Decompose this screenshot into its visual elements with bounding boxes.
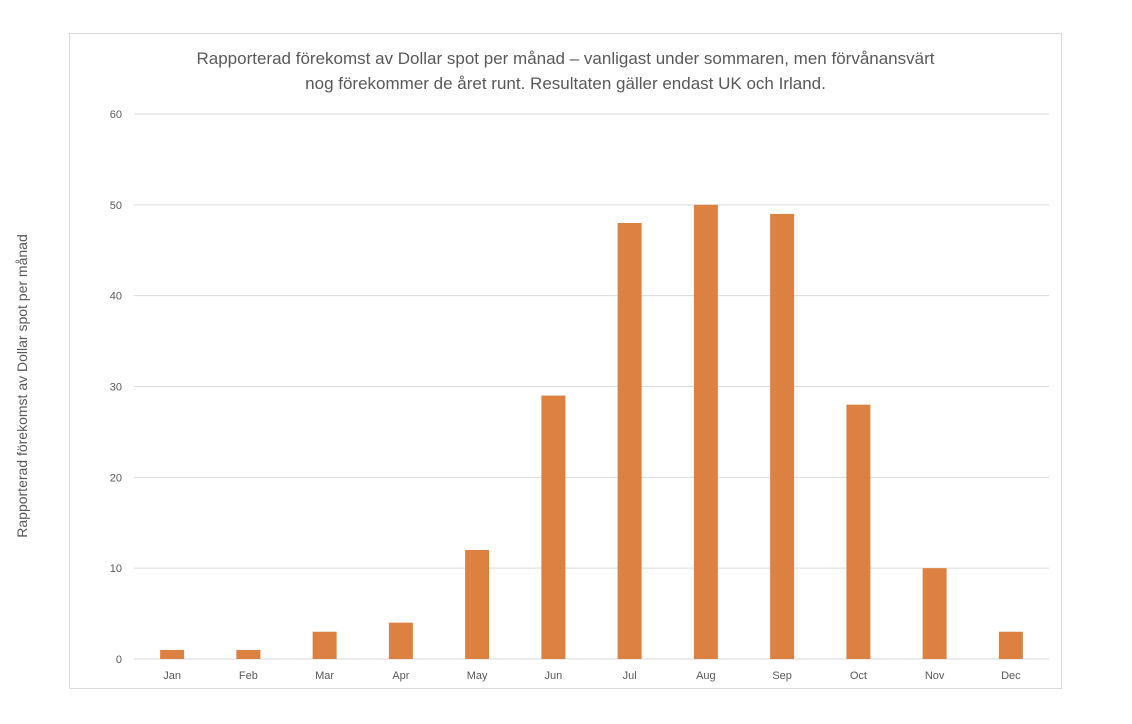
chart-title-line-2: nog förekommer de året runt. Resultaten … [305, 74, 826, 93]
x-tick-label-may: May [467, 670, 488, 682]
bar-jun [541, 395, 566, 659]
bar-oct [846, 404, 871, 659]
bar-sep [770, 213, 795, 659]
x-tick-label-nov: Nov [925, 670, 945, 682]
x-tick-label-jun: Jun [545, 670, 563, 682]
x-tick-label-jul: Jul [623, 670, 637, 682]
bar-jul [617, 223, 642, 659]
x-tick-label-feb: Feb [239, 670, 258, 682]
bar-nov [922, 568, 947, 659]
chart-title-line-1: Rapporterad förekomst av Dollar spot per… [196, 49, 935, 68]
x-tick-label-aug: Aug [696, 670, 716, 682]
bar-aug [693, 204, 718, 660]
bars [160, 204, 1023, 660]
chart-plot: 0 10 20 30 40 50 60 Jan Feb Mar Apr May Jun Jul Aug Se… [110, 109, 1049, 682]
y-tick-label: 50 [110, 200, 122, 212]
y-tick-label: 40 [110, 291, 122, 303]
chart-title: Rapporterad förekomst av Dollar spot per… [70, 46, 1061, 96]
y-tick-label: 20 [110, 472, 122, 484]
x-tick-label-dec: Dec [1001, 670, 1021, 682]
y-tick-label: 30 [110, 382, 122, 394]
x-tick-label-oct: Oct [850, 670, 867, 682]
x-tick-label-jan: Jan [163, 670, 181, 682]
bar-jan [160, 649, 185, 659]
y-axis-title: Rapporterad förekomst av Dollar spot per… [14, 234, 30, 538]
y-tick-label: 10 [110, 563, 122, 575]
x-tick-label-sep: Sep [772, 670, 792, 682]
x-tick-label-apr: Apr [392, 670, 409, 682]
bar-mar [312, 631, 337, 659]
bar-may [465, 550, 490, 659]
y-tick-label: 0 [116, 654, 122, 666]
bar-dec [998, 631, 1023, 659]
y-tick-label: 60 [110, 109, 122, 121]
chart-area: Rapporterad förekomst av Dollar spot per… [69, 33, 1062, 689]
bar-apr [388, 622, 413, 659]
bar-feb [236, 649, 261, 659]
y-tick-labels: 0 10 20 30 40 50 60 [110, 109, 122, 666]
x-tick-label-mar: Mar [315, 670, 334, 682]
gridlines [134, 113, 1049, 660]
x-tick-labels: Jan Feb Mar Apr May Jun Jul Aug Sep Oct Nov Dec [163, 670, 1021, 682]
